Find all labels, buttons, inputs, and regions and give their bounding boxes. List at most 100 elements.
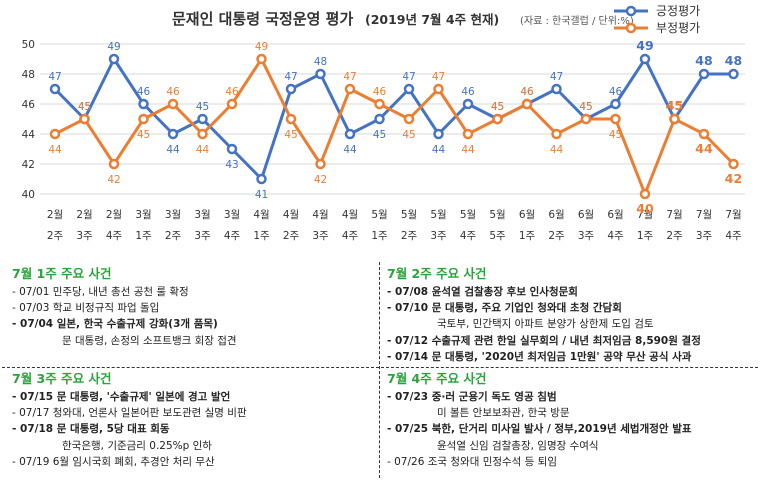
data-label: 45 (137, 129, 150, 141)
data-point (728, 68, 739, 80)
event-line: - 07/01 민주당, 내년 총선 공천 룰 확정 (12, 286, 189, 298)
data-label: 45 (579, 101, 592, 113)
x-tick-month: 6월 (607, 209, 623, 221)
data-label: 48 (314, 56, 327, 68)
event-line: 국토부, 민간택지 아파트 분양가 상한제 도입 검토 (437, 318, 654, 331)
event-line: - 07/10 문 대통령, 주요 기업인 청와대 초청 간담회 (387, 302, 622, 315)
data-label: 45 (491, 101, 504, 113)
events-week2-title: 7월 2주 주요 사건 (387, 266, 487, 281)
data-label: 44 (166, 144, 180, 156)
x-tick-week: 1주 (519, 230, 536, 242)
y-axis-ticks: 40 42 44 46 48 50 (22, 39, 36, 201)
x-tick-week: 2주 (165, 230, 182, 242)
x-tick-week: 1주 (637, 230, 654, 242)
data-label: 47 (48, 71, 61, 83)
legend-marker-negative (625, 22, 637, 34)
data-point (374, 113, 385, 125)
x-tick-month: 3월 (194, 209, 210, 221)
events-week1-list: - 07/01 민주당, 내년 총선 공천 룰 확정 - 07/03 학교 비정규… (12, 284, 237, 349)
data-label: 45 (491, 101, 504, 113)
data-point (728, 158, 739, 170)
x-tick-month: 7월 (725, 209, 741, 221)
data-label: 45 (609, 129, 622, 141)
data-point (226, 98, 238, 110)
events-week4-list: - 07/23 중·러 군용기 독도 영공 침범 미 볼튼 안보보좌관, 한국 방… (387, 389, 692, 470)
event-line: - 07/25 북한, 단거리 미사일 발사 / 정부,2019년 세법개정안 … (387, 423, 692, 436)
data-label: 47 (343, 71, 356, 83)
data-label: 44 (432, 144, 446, 156)
x-tick-month: 5월 (401, 209, 417, 221)
data-label: 42 (107, 174, 120, 186)
x-tick-week: 4주 (460, 230, 477, 242)
data-point (167, 128, 179, 140)
x-tick-month: 7월 (666, 209, 682, 221)
data-point (433, 128, 444, 140)
events-week4: 7월 4주 주요 사건 - 07/23 중·러 군용기 독도 영공 침범 미 볼튼… (387, 370, 692, 470)
data-point (285, 113, 297, 125)
x-tick-week: 1주 (135, 230, 152, 242)
x-tick-month: 4월 (312, 209, 328, 221)
events-week3-title: 7월 3주 주요 사건 (12, 371, 112, 386)
data-label: 45 (373, 129, 386, 141)
x-tick-month: 6월 (519, 209, 535, 221)
y-tick-label: 48 (22, 69, 35, 81)
data-label: 43 (225, 159, 238, 171)
data-point (344, 83, 356, 95)
data-label: 49 (636, 38, 653, 53)
data-point (374, 98, 385, 110)
events-divider-vertical (379, 262, 380, 478)
event-line: 미 볼튼 안보보좌관, 한국 방문 (437, 407, 570, 420)
data-label: 45 (666, 98, 683, 113)
data-point (108, 158, 120, 170)
data-point (226, 143, 238, 155)
event-line: - 07/19 6월 임시국회 폐회, 추경안 처리 무산 (12, 455, 215, 468)
data-point (698, 68, 710, 80)
event-line: 한국은행, 기준금리 0.25%p 인하 (62, 439, 212, 452)
data-label: 47 (550, 71, 563, 83)
data-point (492, 113, 503, 125)
x-tick-week: 3주 (578, 230, 595, 242)
x-tick-month: 7월 (696, 209, 712, 221)
series-line-0 (53, 57, 734, 181)
data-point (138, 113, 149, 125)
series-lines (53, 57, 735, 196)
x-tick-month: 4월 (342, 209, 358, 221)
data-point (610, 113, 621, 125)
events-week3-list: - 07/15 문 대통령, '수출규제' 일본에 경고 발언 - 07/17 청… (12, 389, 247, 470)
data-label: 45 (579, 101, 592, 113)
x-tick-week: 4주 (106, 230, 123, 242)
event-line: - 07/14 문 대통령, '2020년 최저임금 1만원' 공약 무산 공식… (387, 350, 692, 363)
event-line: - 07/18 문 대통령, 5당 대표 회동 (12, 423, 170, 436)
data-label: 49 (255, 41, 268, 53)
data-point (551, 83, 562, 95)
data-point (639, 188, 651, 200)
data-point (433, 83, 444, 95)
data-label: 46 (137, 86, 151, 98)
x-tick-week: 3주 (430, 230, 447, 242)
data-point (49, 128, 61, 140)
data-label: 44 (695, 141, 713, 156)
events-week4-title: 7월 4주 주요 사건 (387, 371, 487, 386)
x-tick-month: 6월 (548, 209, 564, 221)
legend-label-negative: 부정평가 (656, 21, 700, 35)
y-tick-label: 42 (22, 159, 35, 171)
data-point (256, 173, 267, 185)
x-tick-month: 4월 (253, 209, 269, 221)
data-point (344, 128, 356, 140)
data-label: 46 (166, 86, 180, 98)
x-tick-month: 5월 (460, 209, 476, 221)
x-tick-week: 3주 (696, 230, 713, 242)
data-label: 46 (461, 86, 475, 98)
data-point (108, 53, 120, 65)
x-tick-week: 4주 (607, 230, 624, 242)
approval-line-chart: 문재인 대통령 국정운영 평가 (2019년 7월 4주 현재) (자료 : 한… (22, 4, 745, 242)
x-tick-month: 4월 (283, 209, 299, 221)
event-line: - 07/15 문 대통령, '수출규제' 일본에 경고 발언 (12, 391, 231, 403)
data-label: 48 (695, 53, 712, 68)
x-tick-week: 1주 (371, 230, 388, 242)
data-point (551, 128, 562, 140)
x-tick-week: 5주 (489, 230, 506, 242)
data-point (580, 113, 592, 125)
data-label: 45 (402, 129, 415, 141)
events-week2-list: - 07/08 윤석열 검찰총장 후보 인사청문회 - 07/10 문 대통령, … (387, 284, 701, 365)
